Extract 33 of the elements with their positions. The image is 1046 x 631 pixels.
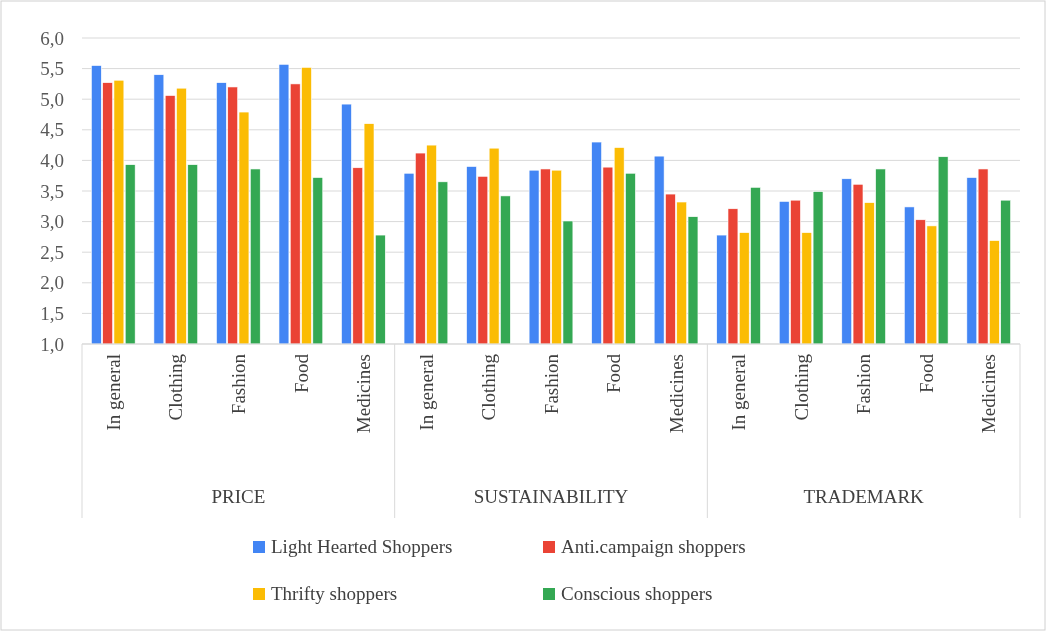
y-tick-label: 5,5 (40, 58, 64, 80)
legend-label: Thrifty shoppers (271, 583, 398, 604)
x-tick-label: In general (728, 354, 750, 431)
y-tick-label: 4,5 (40, 119, 64, 141)
y-tick-label: 1,5 (40, 303, 64, 325)
x-tick-label: In general (415, 354, 437, 431)
legend-label: Light Hearted Shoppers (271, 536, 453, 557)
y-tick-label: 2,5 (40, 241, 64, 263)
y-tick-label: 5,0 (40, 88, 64, 110)
x-tick-label: In general (102, 354, 124, 431)
x-tick-label: Fashion (853, 353, 875, 415)
x-tick-label: Medicines (353, 354, 375, 434)
x-tick-label: Clothing (790, 353, 812, 421)
text: TRADEMARK (803, 486, 925, 507)
x-tick-label: Medicines (665, 354, 687, 434)
y-tick-label: 6,0 (40, 27, 64, 49)
x-tick-label: Fashion (540, 353, 562, 415)
y-tick-label: 4,0 (40, 150, 64, 172)
text: PRICE (211, 486, 266, 507)
x-tick-label: Clothing (478, 353, 500, 421)
x-tick-label: Food (290, 353, 312, 394)
x-tick-label: Fashion (227, 353, 249, 415)
y-tick-label: 3,5 (40, 180, 64, 202)
y-tick-label: 3,0 (40, 211, 64, 233)
y-tick-label: 2,0 (40, 272, 64, 294)
x-tick-label: Food (915, 353, 937, 394)
x-tick-label: Medicines (978, 354, 1000, 434)
y-tick-label: 1,0 (40, 333, 64, 355)
x-tick-label: Food (603, 353, 625, 394)
legend-label: Anti.campaign shoppers (561, 536, 746, 557)
x-tick-label: Clothing (165, 353, 187, 421)
text: SUSTAINABILITY (473, 486, 629, 507)
legend-label: Conscious shoppers (561, 583, 713, 604)
